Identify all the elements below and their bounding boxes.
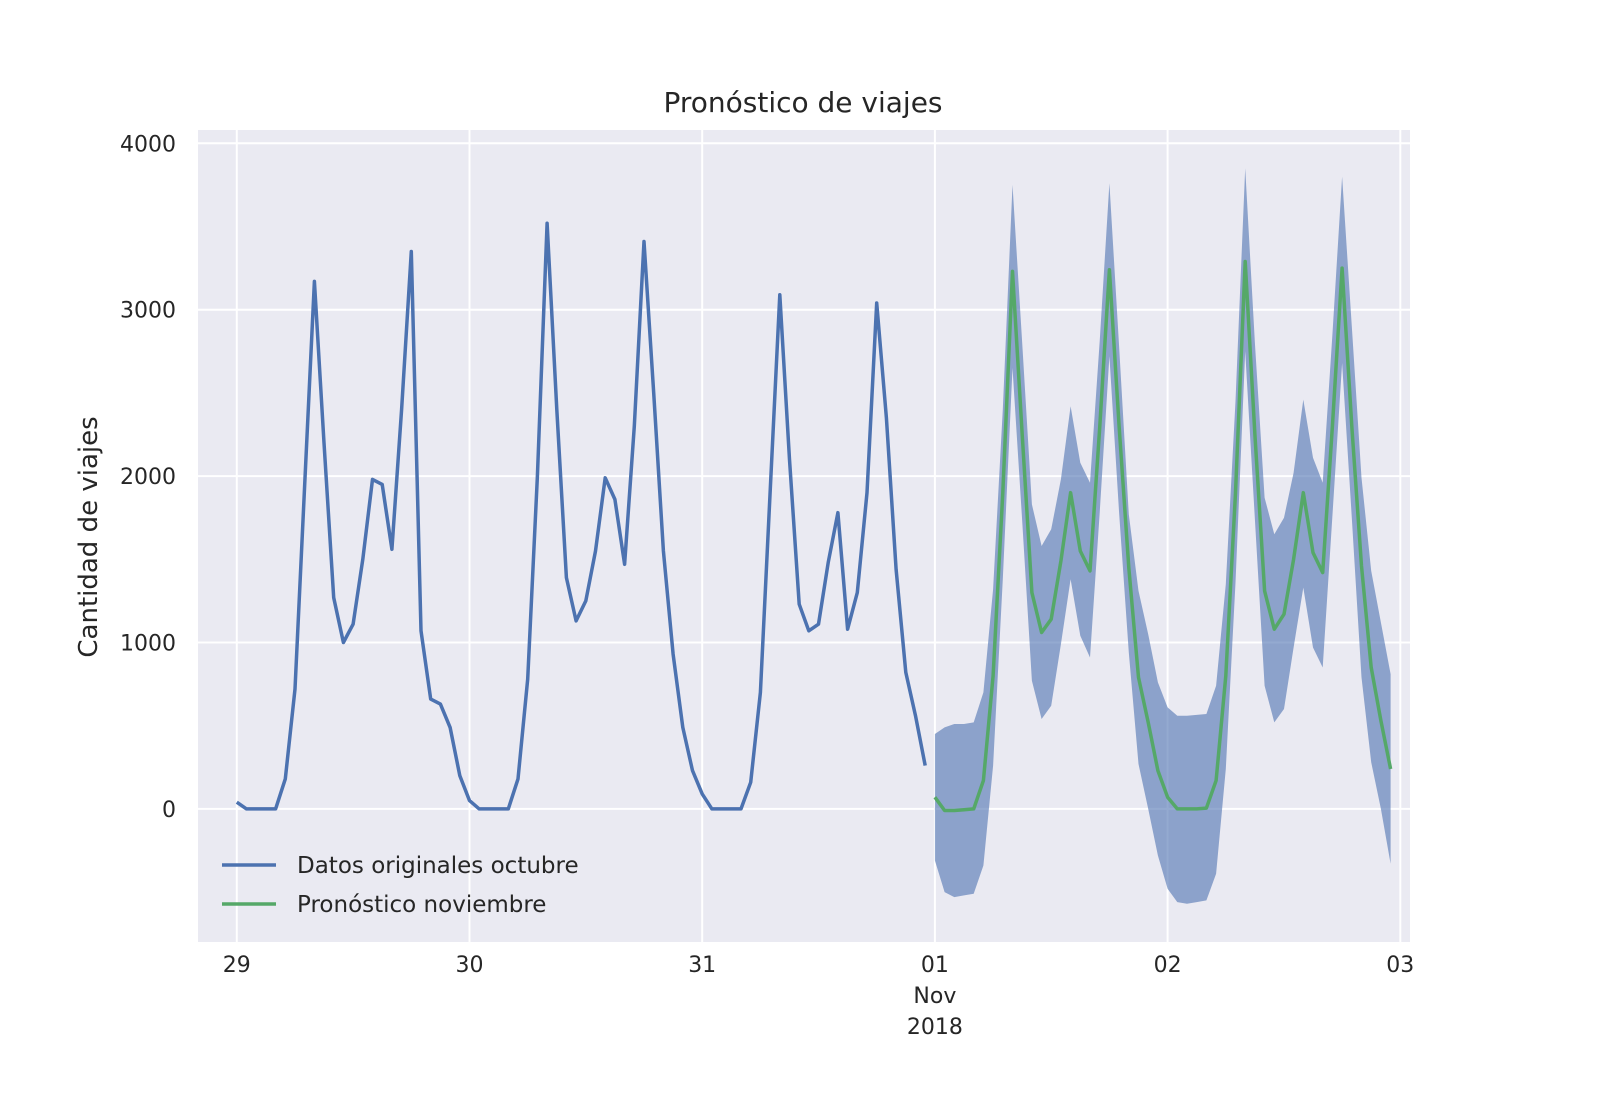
series-group [235, 221, 1393, 813]
x-axis-ticks: 29 30 31 01 Nov 2018 02 03 [223, 953, 1415, 1040]
y-tick-label: 4000 [120, 132, 176, 157]
x-tick-label: 29 [223, 953, 251, 978]
x-tick-label: 02 [1154, 953, 1182, 978]
x-tick-label: 01 [921, 953, 949, 978]
x-tick-label: Nov [913, 984, 956, 1009]
legend-label-forecast: Pronóstico noviembre [297, 892, 546, 918]
legend: Datos originales octubre Pronóstico novi… [222, 853, 579, 918]
legend-label-original: Datos originales octubre [297, 853, 579, 879]
y-tick-label: 0 [162, 798, 176, 823]
chart-title: Pronóstico de viajes [663, 86, 942, 119]
y-tick-label: 1000 [120, 631, 176, 656]
y-tick-label: 2000 [120, 465, 176, 490]
plot-area [198, 130, 1410, 942]
x-tick-label: 31 [688, 953, 716, 978]
forecast-interval [934, 168, 1391, 904]
x-tick-label: 2018 [907, 1015, 963, 1040]
series-line-original [235, 221, 927, 811]
y-tick-label: 3000 [120, 299, 176, 324]
forecast-interval-band [934, 168, 1391, 904]
series-line-forecast [933, 259, 1393, 813]
x-tick-label: 30 [455, 953, 483, 978]
y-axis-ticks: 0 1000 2000 3000 4000 [120, 132, 176, 823]
y-axis-label: Cantidad de viajes [74, 416, 104, 657]
x-tick-label: 03 [1386, 953, 1414, 978]
